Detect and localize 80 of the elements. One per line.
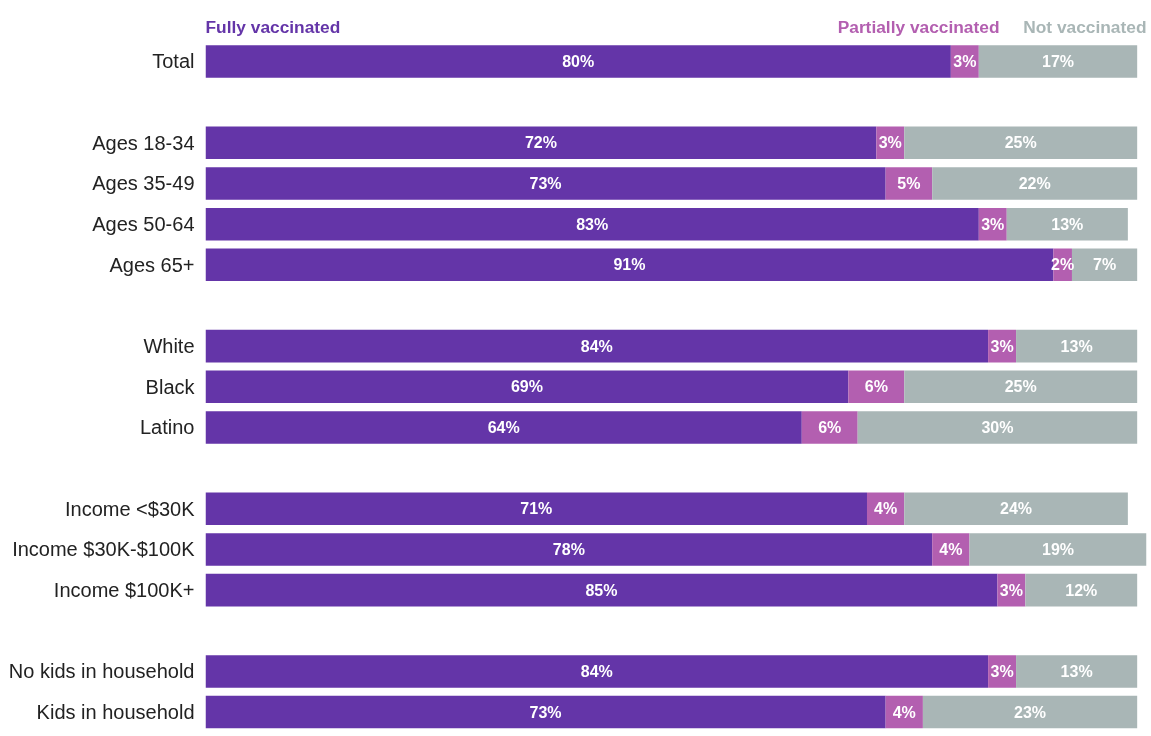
bar [205, 573, 998, 607]
data-label: 6% [818, 418, 842, 436]
data-label: 73% [529, 703, 562, 721]
series-label: Fully vaccinated [205, 16, 341, 37]
data-label: 4% [892, 703, 916, 721]
data-label: 3% [981, 215, 1005, 233]
data-label: 25% [1004, 134, 1037, 152]
data-label: 13% [1060, 662, 1093, 680]
data-label: 23% [1014, 703, 1047, 721]
data-label: 30% [981, 418, 1014, 436]
data-label: 3% [878, 134, 902, 152]
bar [1025, 573, 1138, 607]
y-tick-label: No kids in household [8, 660, 195, 683]
data-label: 24% [1000, 500, 1033, 518]
data-label: 72% [524, 134, 557, 152]
bar [969, 533, 1147, 566]
y-tick-label: Total [152, 50, 195, 73]
bar [205, 370, 849, 404]
data-label: 64% [487, 418, 520, 436]
data-label: 22% [1018, 174, 1051, 192]
bar [801, 411, 858, 444]
data-label: 13% [1051, 215, 1084, 233]
y-tick-label: Ages 50-64 [92, 213, 195, 236]
data-label: 12% [1065, 581, 1098, 599]
data-label: 3% [953, 52, 977, 70]
y-tick-label: Ages 65+ [109, 253, 195, 276]
bar [205, 492, 867, 526]
bar [904, 126, 1138, 160]
data-label: 19% [1041, 540, 1075, 558]
bar [978, 45, 1138, 78]
data-label: 84% [580, 337, 613, 355]
bar [205, 533, 933, 566]
data-label: 13% [1060, 337, 1093, 355]
bar [1016, 329, 1138, 363]
bar [922, 695, 1138, 729]
bar [857, 411, 1138, 444]
y-tick-label: Ages 35-49 [92, 172, 195, 195]
data-label: 91% [613, 256, 646, 274]
data-label: 2% [1051, 256, 1075, 274]
y-tick-label: White [143, 335, 195, 358]
data-label: 4% [874, 500, 898, 518]
series-label: Not vaccinated [1023, 16, 1147, 37]
bar [205, 207, 979, 241]
bar [205, 655, 989, 688]
data-label: 5% [897, 174, 921, 192]
data-label: 4% [939, 540, 963, 558]
data-label: 25% [1004, 378, 1037, 396]
bar [1006, 207, 1128, 241]
data-label: 69% [510, 378, 543, 396]
y-tick-label: Ages 18-34 [92, 131, 195, 154]
bar [205, 329, 989, 363]
data-label: 7% [1093, 256, 1117, 274]
data-label: 71% [520, 500, 553, 518]
y-tick-label: Income <$30K [64, 497, 196, 520]
data-label: 3% [990, 662, 1014, 680]
bar [205, 695, 886, 729]
data-label: 73% [529, 174, 562, 192]
data-label: 6% [864, 378, 888, 396]
data-label: 80% [562, 52, 595, 70]
data-label: 83% [576, 215, 609, 233]
bar [205, 126, 877, 160]
bar [205, 45, 951, 78]
data-label: 3% [990, 337, 1014, 355]
data-label: 84% [580, 662, 613, 680]
bar [904, 492, 1128, 526]
y-tick-label: Kids in household [36, 701, 195, 724]
data-label: 85% [585, 581, 618, 599]
y-tick-label: Income $30K-$100K [12, 538, 196, 561]
data-label: 78% [552, 540, 585, 558]
y-tick-label: Black [145, 375, 196, 398]
data-label: 17% [1041, 52, 1075, 70]
bar [205, 167, 886, 200]
bar [205, 411, 802, 444]
bar [904, 370, 1138, 404]
data-label: 3% [999, 581, 1023, 599]
series-label: Partially vaccinated [837, 16, 1000, 37]
y-tick-label: Income $100K+ [53, 579, 195, 602]
bar [932, 167, 1138, 200]
y-tick-label: Latino [140, 416, 195, 439]
bar [1016, 655, 1138, 688]
